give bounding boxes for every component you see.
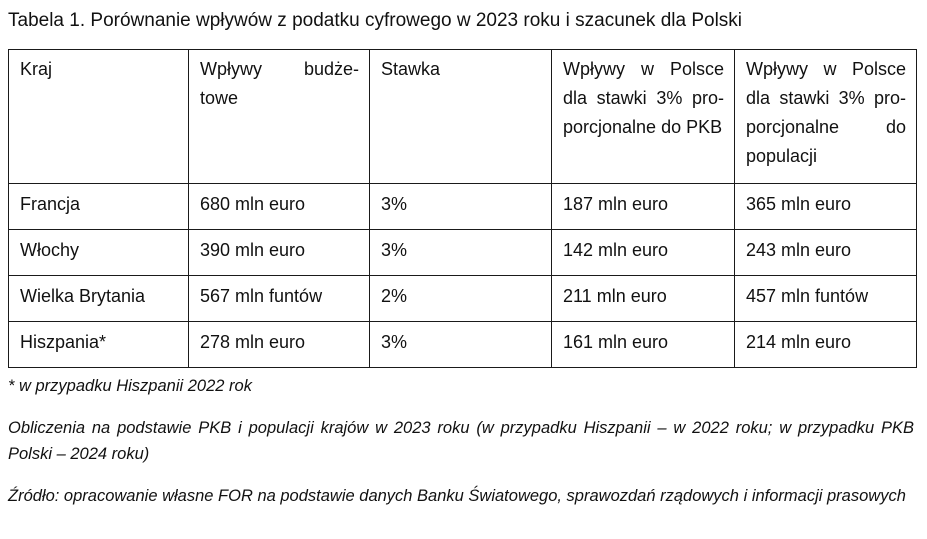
table-row: Wielka Brytania 567 mln funtów 2% 211 ml… — [8, 275, 917, 322]
header-country: Kraj — [8, 49, 189, 184]
tax-comparison-table: Kraj Wpływy budże-towe Stawka Wpływy w P… — [8, 49, 917, 368]
footnote: * w przypadku Hiszpanii 2022 rok — [8, 377, 252, 395]
table-title: Tabela 1. Porównanie wpływów z podatku c… — [8, 10, 743, 31]
cell-rate: 3% — [369, 183, 552, 230]
table-row: Włochy 390 mln euro 3% 142 mln euro 243 … — [8, 229, 917, 276]
cell-country: Hiszpania* — [8, 321, 189, 368]
cell-rate: 3% — [369, 229, 552, 276]
cell-budget-revenue: 278 mln euro — [188, 321, 370, 368]
cell-rate: 2% — [369, 275, 552, 322]
cell-poland-gdp: 142 mln euro — [551, 229, 735, 276]
cell-poland-population: 214 mln euro — [734, 321, 917, 368]
table-row: Hiszpania* 278 mln euro 3% 161 mln euro … — [8, 321, 917, 368]
cell-country: Francja — [8, 183, 189, 230]
header-poland-gdp: Wpływy w Polsce dla stawki 3% pro-porcjo… — [551, 49, 735, 184]
table-row: Francja 680 mln euro 3% 187 mln euro 365… — [8, 183, 917, 230]
cell-poland-population: 243 mln euro — [734, 229, 917, 276]
header-budget-revenue: Wpływy budże-towe — [188, 49, 370, 184]
header-poland-population: Wpływy w Polsce dla stawki 3% pro-porcjo… — [734, 49, 917, 184]
cell-poland-population: 457 mln funtów — [734, 275, 917, 322]
header-rate: Stawka — [369, 49, 552, 184]
cell-budget-revenue: 390 mln euro — [188, 229, 370, 276]
cell-country: Włochy — [8, 229, 189, 276]
cell-rate: 3% — [369, 321, 552, 368]
calculation-note: Obliczenia na podstawie PKB i populacji … — [8, 419, 914, 463]
cell-country: Wielka Brytania — [8, 275, 189, 322]
cell-budget-revenue: 680 mln euro — [188, 183, 370, 230]
cell-poland-population: 365 mln euro — [734, 183, 917, 230]
source-note: Źródło: opracowanie własne FOR na podsta… — [8, 487, 906, 505]
cell-poland-gdp: 211 mln euro — [551, 275, 735, 322]
cell-poland-gdp: 187 mln euro — [551, 183, 735, 230]
cell-budget-revenue: 567 mln funtów — [188, 275, 370, 322]
cell-poland-gdp: 161 mln euro — [551, 321, 735, 368]
table-header-row: Kraj Wpływy budże-towe Stawka Wpływy w P… — [8, 49, 917, 184]
